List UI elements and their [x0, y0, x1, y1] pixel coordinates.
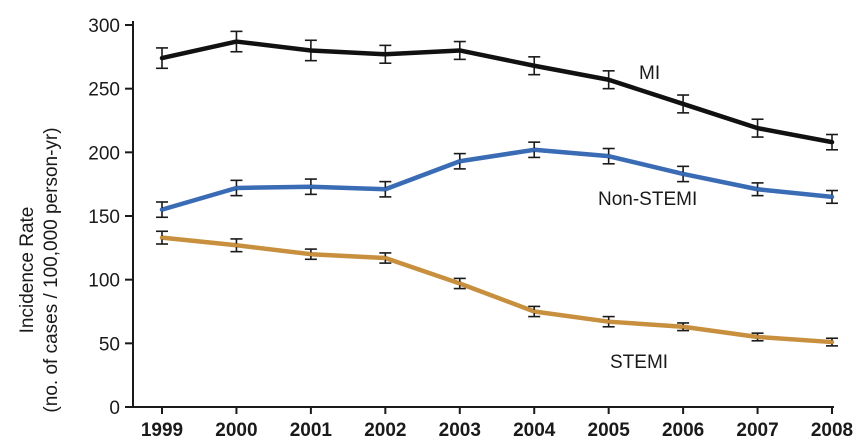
error-bar	[751, 118, 764, 138]
series-non-stemi	[156, 141, 838, 219]
y-tick-label: 150	[88, 207, 120, 228]
data-point	[606, 154, 611, 158]
series-mi	[156, 30, 838, 151]
x-tick-label: 2007	[736, 420, 778, 441]
error-bar	[602, 70, 615, 90]
data-point	[681, 172, 685, 176]
error-bar	[528, 56, 541, 76]
data-point	[457, 281, 462, 286]
data-point	[309, 252, 313, 256]
series-line-mi	[159, 39, 835, 145]
data-point	[383, 52, 388, 57]
series-labels: MI Non-STEMI STEMI	[598, 63, 697, 373]
error-bar	[677, 322, 690, 332]
error-bar	[230, 238, 243, 253]
error-bar	[304, 248, 317, 261]
y-tick-label: 0	[109, 398, 120, 419]
y-ticks: 0 50 100 150 200 250 300	[88, 16, 133, 419]
y-axis-title: Incidence Rate (no. of cases / 100,000 p…	[17, 127, 62, 412]
error-bar	[304, 178, 317, 196]
y-axis-title-line-1: Incidence Rate	[17, 207, 38, 334]
data-point	[532, 63, 537, 68]
data-point	[160, 207, 164, 212]
x-tick-label: 2001	[290, 420, 333, 441]
y-tick-label: 250	[88, 80, 120, 101]
series-line-non-stemi	[159, 147, 835, 212]
error-bar	[230, 179, 243, 197]
data-point	[532, 309, 537, 314]
error-bar	[230, 30, 243, 53]
data-point	[160, 235, 164, 240]
y-tick-label: 100	[88, 271, 120, 292]
error-bar	[826, 189, 838, 205]
error-bar	[602, 315, 615, 328]
error-bar	[751, 182, 764, 197]
data-point	[606, 319, 611, 324]
series-line-stemi	[159, 235, 835, 345]
data-point	[606, 77, 611, 82]
data-point	[234, 243, 239, 248]
error-bar	[379, 252, 392, 264]
series-label-stemi: STEMI	[610, 352, 668, 373]
error-bar	[379, 180, 392, 198]
y-tick-label: 50	[99, 334, 120, 355]
error-bar	[453, 277, 466, 290]
y-axis-title-line-2: (no. of cases / 100,000 person-yr)	[41, 127, 62, 412]
x-tick-label: 1999	[141, 420, 183, 441]
error-bar	[602, 147, 615, 165]
data-point	[755, 126, 760, 130]
series-label-mi: MI	[639, 63, 660, 84]
data-point	[234, 39, 239, 44]
data-point	[681, 102, 685, 106]
error-bar	[528, 305, 541, 318]
error-bar	[453, 152, 466, 170]
data-point	[830, 195, 834, 199]
data-point	[160, 56, 164, 60]
x-tick-label: 2002	[364, 420, 406, 441]
data-point	[234, 186, 239, 190]
data-point	[830, 140, 834, 144]
data-point	[383, 256, 388, 260]
data-point	[309, 48, 313, 53]
data-point	[755, 335, 760, 339]
x-ticks: 1999 2000 2001 2002 2003 2004 2005 2006 2007 2008	[141, 407, 853, 441]
data-point	[457, 159, 462, 164]
data-point	[755, 187, 760, 192]
data-point	[309, 184, 313, 189]
error-bar	[751, 332, 764, 342]
x-tick-label: 2000	[215, 420, 257, 441]
data-point	[457, 48, 462, 53]
data-point	[383, 187, 388, 192]
x-tick-label: 2004	[513, 420, 556, 441]
series-stemi	[156, 230, 838, 347]
data-point	[532, 147, 537, 152]
error-bar	[156, 47, 168, 70]
error-bar	[156, 201, 168, 219]
error-bar	[528, 141, 541, 159]
series-label-non-stemi: Non-STEMI	[598, 189, 697, 210]
data-point	[681, 324, 685, 329]
series-layer	[156, 30, 838, 347]
error-bar	[826, 337, 838, 347]
data-point	[830, 340, 834, 344]
x-tick-label: 2003	[439, 420, 481, 441]
error-bar	[677, 165, 690, 183]
y-tick-label: 300	[88, 16, 120, 37]
error-bar	[156, 230, 168, 245]
x-tick-label: 2008	[811, 420, 853, 441]
y-tick-label: 200	[88, 143, 120, 164]
error-bar	[677, 94, 690, 114]
axes-layer	[132, 21, 834, 408]
error-bar	[304, 39, 317, 62]
error-bar	[453, 40, 466, 61]
error-bar	[826, 133, 838, 151]
x-tick-label: 2006	[662, 420, 704, 441]
x-tick-label: 2005	[588, 420, 631, 441]
error-bar	[379, 44, 392, 65]
